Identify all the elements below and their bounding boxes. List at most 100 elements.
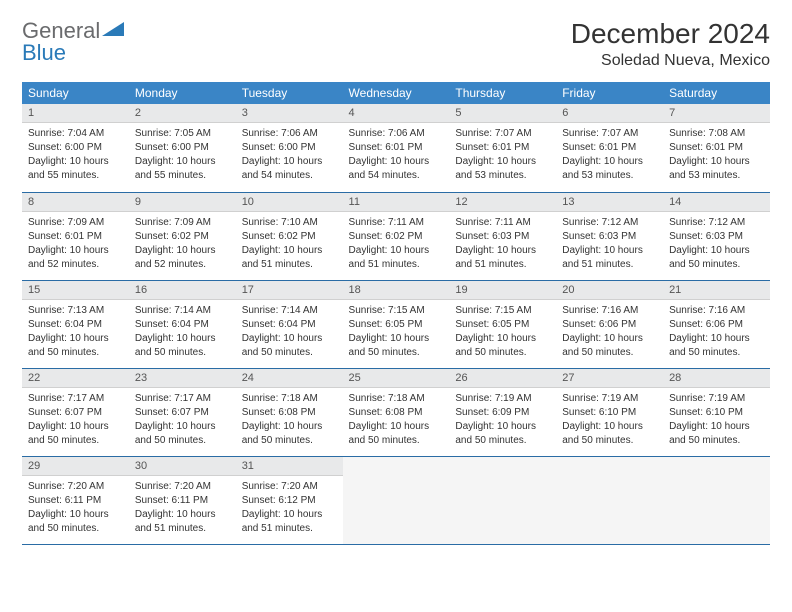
calendar-body: 1Sunrise: 7:04 AMSunset: 6:00 PMDaylight… [22,104,770,544]
daylight-line: Daylight: 10 hours and 50 minutes. [28,420,123,448]
calendar-day-cell: 27Sunrise: 7:19 AMSunset: 6:10 PMDayligh… [556,368,663,456]
sunset-line: Sunset: 6:01 PM [349,141,444,155]
sunset-line: Sunset: 6:11 PM [28,494,123,508]
sunset-line: Sunset: 6:09 PM [455,406,550,420]
sunrise-line: Sunrise: 7:13 AM [28,304,123,318]
calendar-day-cell: 2Sunrise: 7:05 AMSunset: 6:00 PMDaylight… [129,104,236,192]
sunset-line: Sunset: 6:01 PM [669,141,764,155]
daylight-line: Daylight: 10 hours and 50 minutes. [455,332,550,360]
sunrise-line: Sunrise: 7:19 AM [562,392,657,406]
daylight-line: Daylight: 10 hours and 50 minutes. [28,508,123,536]
sunset-line: Sunset: 6:07 PM [135,406,230,420]
day-number: 21 [663,281,770,300]
calendar-day-cell: 8Sunrise: 7:09 AMSunset: 6:01 PMDaylight… [22,192,129,280]
day-number: 28 [663,369,770,388]
calendar-week-row: 8Sunrise: 7:09 AMSunset: 6:01 PMDaylight… [22,192,770,280]
title-block: December 2024 Soledad Nueva, Mexico [571,18,770,70]
day-number: 26 [449,369,556,388]
sunset-line: Sunset: 6:02 PM [242,230,337,244]
day-number: 9 [129,193,236,212]
sunset-line: Sunset: 6:03 PM [669,230,764,244]
calendar-week-row: 15Sunrise: 7:13 AMSunset: 6:04 PMDayligh… [22,280,770,368]
day-content: Sunrise: 7:14 AMSunset: 6:04 PMDaylight:… [236,300,343,364]
calendar-day-cell: 26Sunrise: 7:19 AMSunset: 6:09 PMDayligh… [449,368,556,456]
daylight-line: Daylight: 10 hours and 53 minutes. [562,155,657,183]
sunset-line: Sunset: 6:00 PM [28,141,123,155]
sunset-line: Sunset: 6:00 PM [135,141,230,155]
day-number: 10 [236,193,343,212]
calendar-day-cell: 18Sunrise: 7:15 AMSunset: 6:05 PMDayligh… [343,280,450,368]
daylight-line: Daylight: 10 hours and 50 minutes. [242,420,337,448]
calendar-day-cell: 13Sunrise: 7:12 AMSunset: 6:03 PMDayligh… [556,192,663,280]
sunrise-line: Sunrise: 7:17 AM [28,392,123,406]
sunrise-line: Sunrise: 7:16 AM [669,304,764,318]
daylight-line: Daylight: 10 hours and 51 minutes. [562,244,657,272]
day-header: Tuesday [236,82,343,104]
day-number: 30 [129,457,236,476]
sunrise-line: Sunrise: 7:11 AM [349,216,444,230]
day-number: 15 [22,281,129,300]
calendar-week-row: 22Sunrise: 7:17 AMSunset: 6:07 PMDayligh… [22,368,770,456]
calendar-day-cell [663,456,770,544]
day-number: 3 [236,104,343,123]
day-number: 5 [449,104,556,123]
sunset-line: Sunset: 6:01 PM [455,141,550,155]
day-number: 27 [556,369,663,388]
daylight-line: Daylight: 10 hours and 54 minutes. [242,155,337,183]
calendar-day-cell: 11Sunrise: 7:11 AMSunset: 6:02 PMDayligh… [343,192,450,280]
day-content: Sunrise: 7:17 AMSunset: 6:07 PMDaylight:… [22,388,129,452]
daylight-line: Daylight: 10 hours and 50 minutes. [242,332,337,360]
day-content: Sunrise: 7:10 AMSunset: 6:02 PMDaylight:… [236,212,343,276]
day-header: Monday [129,82,236,104]
sunrise-line: Sunrise: 7:08 AM [669,127,764,141]
day-content: Sunrise: 7:05 AMSunset: 6:00 PMDaylight:… [129,123,236,187]
sunset-line: Sunset: 6:10 PM [669,406,764,420]
day-content: Sunrise: 7:20 AMSunset: 6:11 PMDaylight:… [22,476,129,540]
day-header: Saturday [663,82,770,104]
calendar-day-cell: 14Sunrise: 7:12 AMSunset: 6:03 PMDayligh… [663,192,770,280]
day-content: Sunrise: 7:13 AMSunset: 6:04 PMDaylight:… [22,300,129,364]
header: General Blue December 2024 Soledad Nueva… [22,18,770,70]
calendar-day-cell: 16Sunrise: 7:14 AMSunset: 6:04 PMDayligh… [129,280,236,368]
month-title: December 2024 [571,18,770,50]
day-content: Sunrise: 7:17 AMSunset: 6:07 PMDaylight:… [129,388,236,452]
day-number: 31 [236,457,343,476]
sunrise-line: Sunrise: 7:15 AM [349,304,444,318]
day-header: Friday [556,82,663,104]
calendar-header-row: SundayMondayTuesdayWednesdayThursdayFrid… [22,82,770,104]
sunrise-line: Sunrise: 7:19 AM [455,392,550,406]
daylight-line: Daylight: 10 hours and 50 minutes. [562,332,657,360]
day-content: Sunrise: 7:12 AMSunset: 6:03 PMDaylight:… [663,212,770,276]
daylight-line: Daylight: 10 hours and 51 minutes. [349,244,444,272]
daylight-line: Daylight: 10 hours and 50 minutes. [669,244,764,272]
sunrise-line: Sunrise: 7:05 AM [135,127,230,141]
calendar-day-cell: 17Sunrise: 7:14 AMSunset: 6:04 PMDayligh… [236,280,343,368]
day-content: Sunrise: 7:06 AMSunset: 6:01 PMDaylight:… [343,123,450,187]
sunset-line: Sunset: 6:03 PM [455,230,550,244]
day-number: 8 [22,193,129,212]
sunset-line: Sunset: 6:01 PM [562,141,657,155]
sunrise-line: Sunrise: 7:18 AM [242,392,337,406]
calendar-day-cell: 22Sunrise: 7:17 AMSunset: 6:07 PMDayligh… [22,368,129,456]
sunrise-line: Sunrise: 7:12 AM [562,216,657,230]
calendar-day-cell: 7Sunrise: 7:08 AMSunset: 6:01 PMDaylight… [663,104,770,192]
day-content: Sunrise: 7:08 AMSunset: 6:01 PMDaylight:… [663,123,770,187]
day-header: Sunday [22,82,129,104]
calendar-week-row: 1Sunrise: 7:04 AMSunset: 6:00 PMDaylight… [22,104,770,192]
day-content: Sunrise: 7:11 AMSunset: 6:02 PMDaylight:… [343,212,450,276]
sunset-line: Sunset: 6:05 PM [455,318,550,332]
sunrise-line: Sunrise: 7:16 AM [562,304,657,318]
day-content: Sunrise: 7:15 AMSunset: 6:05 PMDaylight:… [343,300,450,364]
calendar-day-cell: 30Sunrise: 7:20 AMSunset: 6:11 PMDayligh… [129,456,236,544]
day-number: 23 [129,369,236,388]
day-content: Sunrise: 7:14 AMSunset: 6:04 PMDaylight:… [129,300,236,364]
sunrise-line: Sunrise: 7:20 AM [28,480,123,494]
day-content: Sunrise: 7:18 AMSunset: 6:08 PMDaylight:… [236,388,343,452]
location: Soledad Nueva, Mexico [571,52,770,70]
day-content: Sunrise: 7:09 AMSunset: 6:01 PMDaylight:… [22,212,129,276]
calendar-day-cell: 20Sunrise: 7:16 AMSunset: 6:06 PMDayligh… [556,280,663,368]
calendar-day-cell: 28Sunrise: 7:19 AMSunset: 6:10 PMDayligh… [663,368,770,456]
sunrise-line: Sunrise: 7:11 AM [455,216,550,230]
day-content: Sunrise: 7:20 AMSunset: 6:12 PMDaylight:… [236,476,343,540]
day-number: 12 [449,193,556,212]
